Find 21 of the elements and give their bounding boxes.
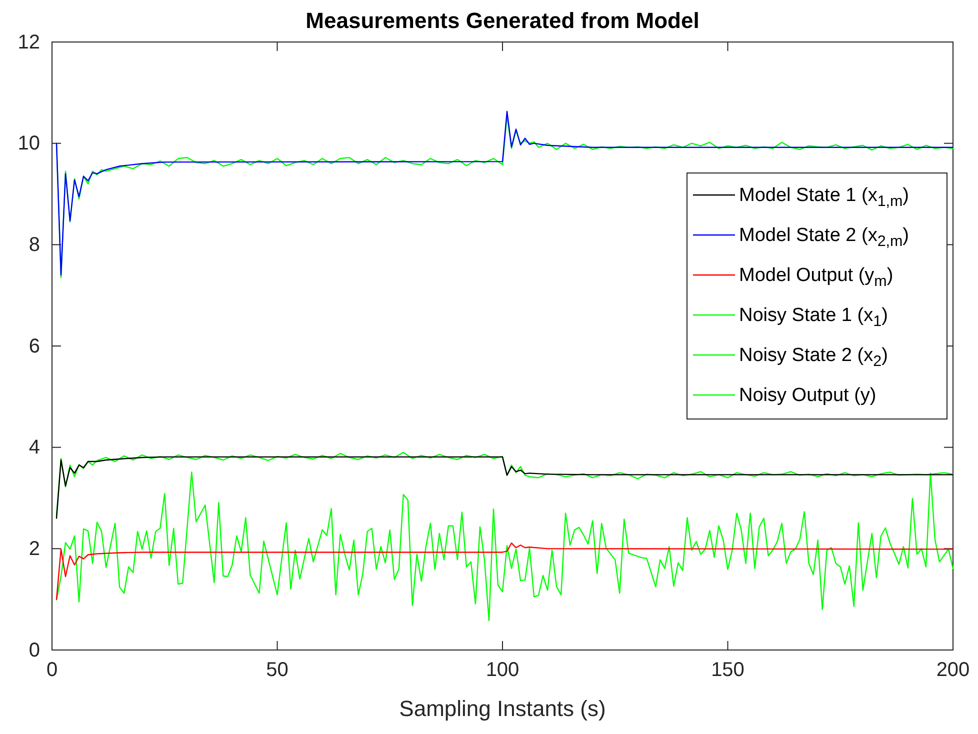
x-tick-label: 0: [46, 659, 58, 682]
x-tick-label: 100: [486, 659, 520, 682]
line-series: [56, 542, 954, 600]
x-tick-label: 150: [711, 659, 744, 682]
legend-label: Model State 2 (x$_{2,m}$): [739, 225, 909, 250]
x-axis-title: Sampling Instants (s): [399, 696, 606, 721]
legend-label: Noisy State 1 (x$_{1}$): [739, 305, 888, 330]
y-tick-label: 2: [28, 538, 40, 560]
legend-label: Model Output (y$_{m}$): [739, 265, 894, 290]
x-tick-label: 200: [936, 659, 970, 682]
x-tick-label: 50: [266, 659, 288, 682]
legend-label: Noisy Output (y): [739, 385, 876, 406]
y-tick-label: 4: [28, 436, 40, 459]
legend-label: Noisy State 2 (x$_{2}$): [739, 345, 888, 370]
y-tick-label: 8: [28, 234, 40, 256]
y-tick-label: 0: [28, 639, 40, 662]
legend-label: Model State 1 (x$_{1,m}$): [739, 185, 909, 210]
y-tick-label: 6: [28, 335, 40, 358]
y-tick-label: 12: [18, 31, 40, 54]
chart-title: Measurements Generated from Model: [306, 8, 700, 33]
y-tick-label: 10: [18, 132, 40, 155]
